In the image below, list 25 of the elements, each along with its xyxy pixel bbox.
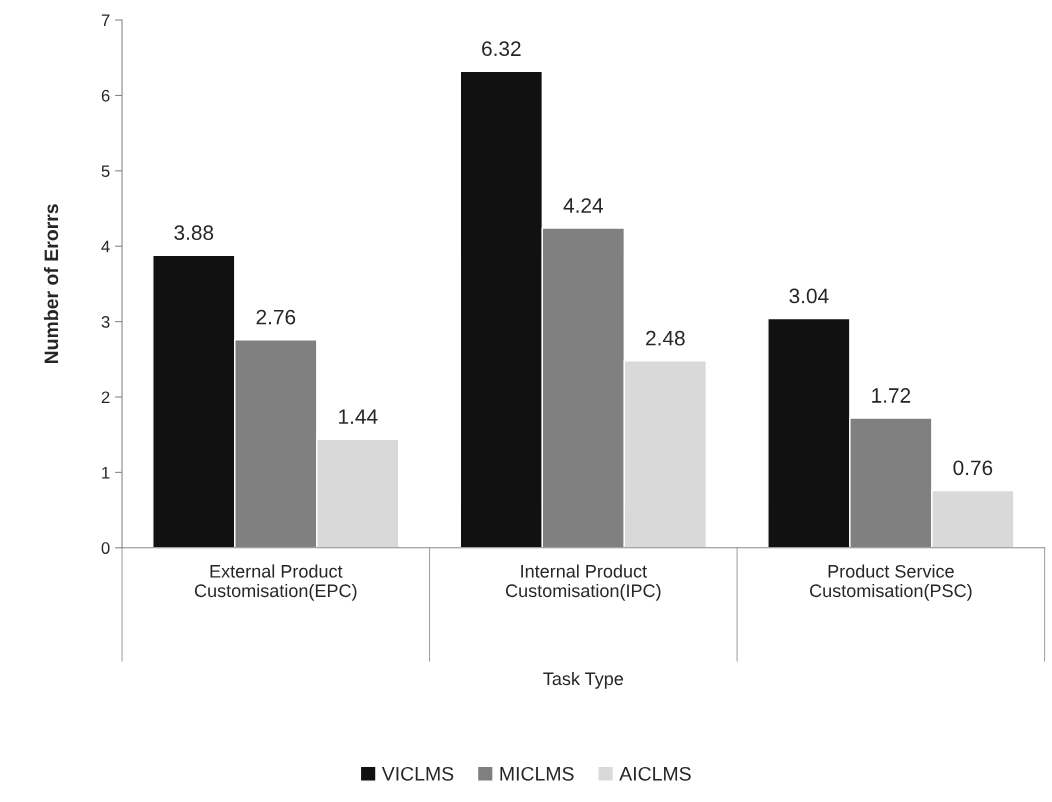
data-label: 2.48 xyxy=(646,330,685,346)
data-label: 1.72 xyxy=(872,388,911,403)
legend-label: VICLMS xyxy=(381,766,454,781)
data-label: 6.32 xyxy=(482,41,521,57)
data-label: 0.76 xyxy=(953,460,993,476)
data-label: 2.76 xyxy=(256,309,296,325)
x-tick-label: Internal Product Customisation(IPC) xyxy=(505,564,661,601)
y-axis-title: Number of Erorrs xyxy=(43,204,59,364)
y-tick-label: 1 xyxy=(102,466,110,479)
y-tick-label: 5 xyxy=(101,165,110,178)
data-label: 1.44 xyxy=(339,409,378,424)
data-label: 3.04 xyxy=(789,288,829,304)
x-axis-title: Task Type xyxy=(543,671,624,689)
x-tick-label: External Product Customisation(EPC) xyxy=(194,564,357,601)
legend-label: MICLMS xyxy=(500,766,574,781)
x-tick-label: Product Service Customisation(PSC) xyxy=(810,564,972,601)
data-label: 4.24 xyxy=(563,198,603,213)
y-tick-label: 0 xyxy=(101,542,110,554)
y-tick-label: 7 xyxy=(101,14,110,27)
y-tick-label: 3 xyxy=(101,316,110,328)
y-tick-label: 6 xyxy=(101,89,110,102)
data-label: 3.88 xyxy=(174,225,214,241)
y-tick-label: 4 xyxy=(101,240,110,253)
y-tick-label: 2 xyxy=(101,391,110,404)
legend-label: AICLMS xyxy=(619,766,691,781)
